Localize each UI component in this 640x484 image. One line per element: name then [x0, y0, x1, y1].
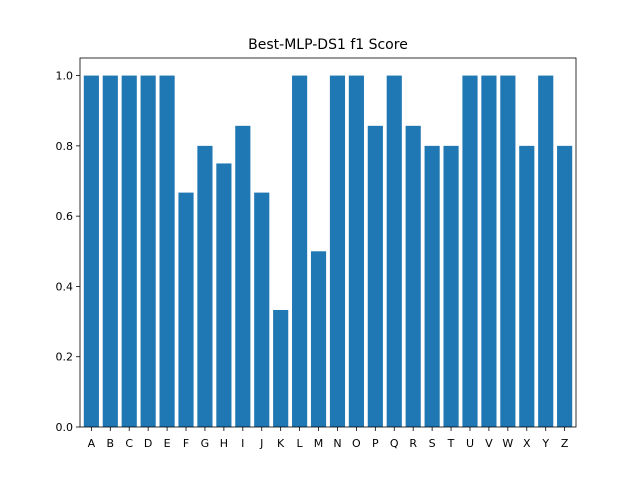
bar-o: [348, 75, 364, 427]
bar-g: [197, 145, 213, 428]
x-tick-label: W: [502, 437, 513, 450]
chart-title: Best-MLP-DS1 f1 Score: [248, 37, 408, 53]
bar-r: [405, 125, 421, 427]
x-tick-label: B: [107, 437, 115, 450]
bar-i: [235, 125, 251, 427]
bar-f: [178, 192, 194, 427]
bar-u: [462, 75, 478, 427]
y-tick-label: 0.2: [56, 351, 74, 364]
y-tick-label: 1.0: [56, 70, 74, 83]
bar-w: [500, 75, 516, 427]
axes-frame: [79, 57, 577, 428]
y-tick-label: 0.0: [56, 421, 74, 434]
bar-p: [367, 125, 383, 427]
bar-n: [329, 75, 346, 427]
x-tick-label: C: [125, 437, 133, 450]
x-tick-label: O: [352, 437, 361, 450]
x-tick-label: X: [523, 437, 531, 450]
bar-q: [386, 75, 402, 427]
bar-d: [140, 75, 156, 427]
x-tick-label: G: [201, 437, 210, 450]
y-tick-label: 0.8: [56, 140, 74, 153]
x-tick-label: N: [333, 437, 341, 450]
x-tick-label: H: [220, 437, 228, 450]
x-tick-label: U: [466, 437, 474, 450]
x-tick-label: Z: [561, 437, 569, 450]
x-tick-label: L: [297, 437, 304, 450]
bar-c: [121, 75, 137, 427]
bar-x: [519, 145, 535, 428]
x-tick-label: T: [447, 437, 455, 450]
bar-a: [83, 75, 99, 427]
x-tick-label: A: [88, 437, 96, 450]
y-tick-label: 0.6: [56, 210, 74, 223]
bar-b: [102, 75, 118, 427]
x-tick-label: V: [485, 437, 493, 450]
x-tick-label: I: [241, 437, 244, 450]
x-tick-label: R: [409, 437, 417, 450]
bar-l: [292, 75, 308, 427]
y-tick-label: 0.4: [56, 280, 74, 293]
bar-k: [273, 309, 289, 427]
bar-e: [159, 75, 175, 427]
x-tick-label: J: [259, 437, 263, 450]
bar-t: [443, 145, 459, 428]
x-tick-label: P: [372, 437, 379, 450]
bar-s: [424, 145, 440, 428]
x-tick-label: Q: [390, 437, 399, 450]
bar-z: [557, 145, 573, 428]
x-tick-label: S: [429, 437, 436, 450]
x-tick-label: K: [277, 437, 285, 450]
bar-j: [254, 192, 270, 427]
x-tick-label: F: [183, 437, 189, 450]
bar-m: [310, 251, 327, 427]
x-tick-label: M: [314, 437, 324, 450]
bar-y: [538, 75, 554, 427]
x-tick-label: Y: [541, 437, 549, 450]
bar-v: [481, 75, 497, 427]
bar-h: [216, 163, 232, 427]
x-tick-label: D: [144, 437, 152, 450]
x-tick-label: E: [164, 437, 171, 450]
plot-area: 0.0 0.2 0.4 0.6 0.8 1.0 A B C D E F G H I J K L M N O P Q R S T U V…: [56, 57, 577, 450]
